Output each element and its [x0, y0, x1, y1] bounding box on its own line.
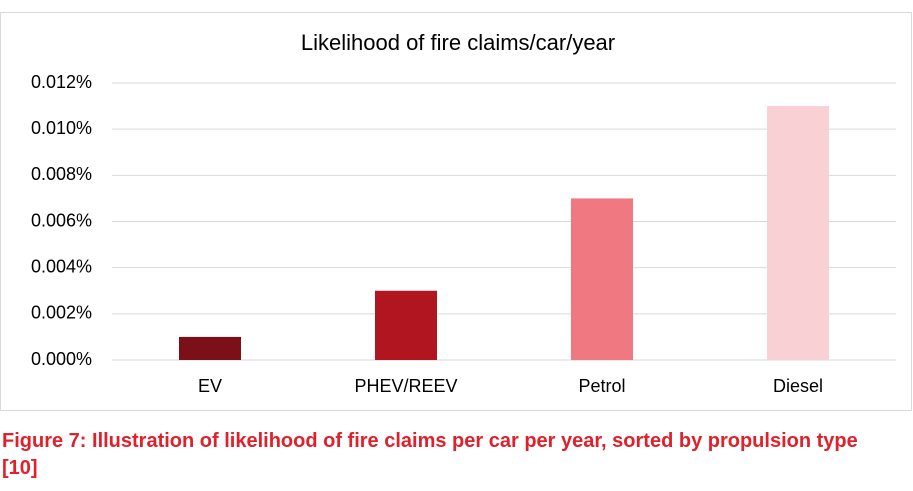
y-tick-label: 0.000%	[31, 349, 92, 369]
bar	[571, 198, 633, 360]
y-tick-label: 0.012%	[31, 72, 92, 92]
x-tick-label: Petrol	[578, 376, 625, 396]
bar	[179, 336, 241, 360]
y-tick-label: 0.002%	[31, 303, 92, 323]
chart-title: Likelihood of fire claims/car/year	[301, 30, 615, 55]
x-tick-label: Diesel	[773, 376, 823, 396]
x-tick-label: EV	[198, 376, 222, 396]
x-tick-label: PHEV/REEV	[354, 376, 457, 396]
y-tick-label: 0.004%	[31, 256, 92, 276]
bar	[375, 290, 437, 360]
chart-frame	[0, 12, 912, 411]
bar	[767, 106, 829, 360]
y-tick-label: 0.010%	[31, 118, 92, 138]
chart: Likelihood of fire claims/car/year 0.000…	[0, 12, 912, 411]
y-tick-label: 0.008%	[31, 164, 92, 184]
figure-caption: Figure 7: Illustration of likelihood of …	[2, 430, 858, 479]
y-tick-label: 0.006%	[31, 210, 92, 230]
